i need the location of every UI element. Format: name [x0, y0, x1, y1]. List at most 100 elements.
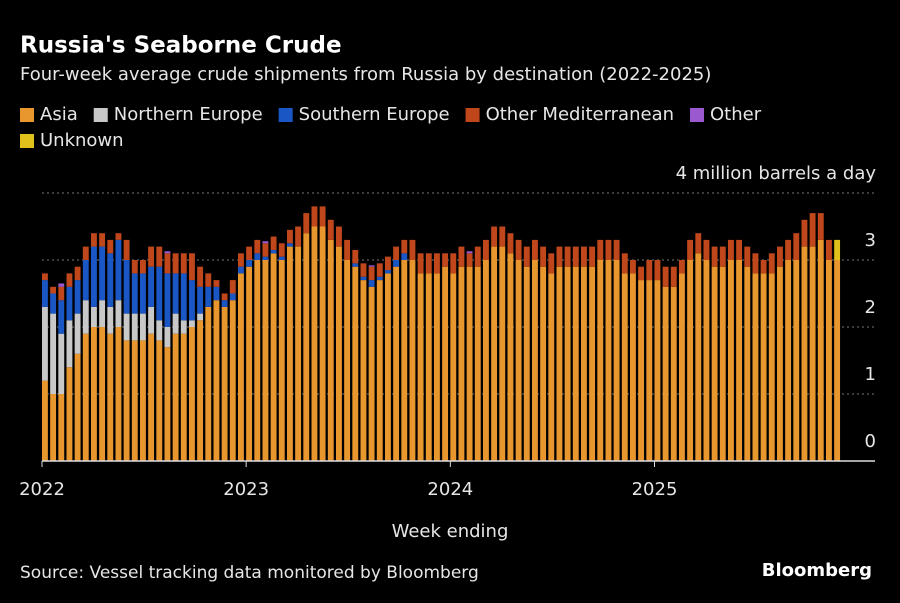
legend-swatch	[20, 134, 34, 148]
bar-segment	[385, 273, 391, 461]
bar-segment	[148, 306, 155, 334]
y-tick-label: 0	[865, 431, 876, 452]
bar-segment	[74, 266, 81, 281]
bar-segment	[409, 239, 416, 260]
bar-segment	[74, 353, 81, 461]
bar-segment	[760, 260, 767, 274]
bar-segment	[687, 239, 694, 260]
bar-segment	[221, 300, 228, 307]
bar-segment	[66, 320, 73, 368]
bar-segment	[164, 251, 171, 254]
bar-segment	[344, 260, 351, 461]
bar-segment	[270, 253, 277, 461]
bar-segment	[466, 266, 473, 461]
bar-segment	[172, 253, 179, 274]
bar-segment	[809, 246, 816, 461]
bar-segment	[140, 313, 146, 341]
bar-segment	[744, 266, 751, 461]
bar-segment	[311, 226, 318, 461]
bar-segment	[229, 293, 236, 301]
source: Source: Vessel tracking data monitored b…	[20, 563, 479, 583]
bar-segment	[613, 260, 620, 461]
bar-segment	[532, 260, 538, 461]
bar-segment	[523, 266, 530, 461]
bar-segment	[107, 306, 114, 334]
bar-segment	[711, 246, 718, 267]
bar-segment	[458, 246, 465, 267]
bar-segment	[189, 327, 195, 461]
bar-segment	[499, 246, 506, 461]
bar-segment	[91, 306, 97, 327]
bar-segment	[66, 286, 73, 321]
legend-swatch	[690, 108, 705, 122]
bar-segment	[58, 333, 65, 394]
bar-segment	[597, 260, 604, 461]
bar-segment	[262, 256, 269, 260]
x-tick-label: 2023	[223, 479, 269, 500]
bar-segment	[670, 286, 677, 461]
bar-segment	[777, 246, 783, 267]
bar-segment	[262, 241, 269, 244]
bar-segment	[442, 253, 449, 267]
bar-segment	[205, 306, 212, 461]
bar-segment	[401, 253, 408, 260]
bar-segment	[572, 266, 579, 461]
bar-segment	[50, 394, 57, 461]
bar-segment	[229, 300, 236, 461]
bar-segment	[172, 313, 179, 334]
bar-segment	[238, 253, 244, 267]
bar-segment	[556, 266, 563, 461]
bar-segment	[744, 246, 751, 267]
bar-segment	[99, 246, 106, 301]
legend-label: Other Mediterranean	[486, 104, 674, 125]
bar-segment	[213, 280, 220, 287]
bar-segment	[131, 313, 138, 341]
bar-segment	[99, 300, 106, 327]
bar-segment	[352, 266, 359, 461]
bar-segment	[597, 239, 604, 260]
bar-segment	[156, 246, 163, 267]
bar-segment	[246, 266, 253, 461]
bar-segment	[752, 273, 759, 461]
bar-segment	[515, 239, 522, 260]
bar-segment	[254, 253, 261, 260]
bar-segment	[515, 260, 522, 461]
bar-segment	[450, 273, 457, 461]
bar-segment	[303, 213, 310, 234]
bar-segment	[311, 206, 318, 227]
bar-segment	[50, 313, 57, 394]
bar-segment	[393, 260, 400, 267]
bar-segment	[221, 293, 228, 301]
bar-segment	[74, 280, 81, 314]
bar-segment	[703, 260, 710, 461]
bar-segment	[532, 239, 538, 260]
bar-segment	[507, 233, 514, 254]
bar-segment	[728, 260, 734, 461]
bar-segment	[246, 260, 253, 267]
bar-segment	[58, 286, 65, 301]
bar-segment	[409, 260, 416, 461]
bar-segment	[458, 266, 465, 461]
bar-segment	[605, 260, 612, 461]
bar-segment	[148, 246, 155, 267]
bar-segment	[213, 300, 220, 461]
bar-segment	[540, 266, 547, 461]
bar-segment	[834, 260, 841, 461]
legend-label: Asia	[40, 104, 78, 125]
bar-segment	[385, 270, 391, 274]
bar-segment	[491, 246, 498, 461]
bar-segment	[703, 239, 710, 260]
bar-segment	[189, 320, 195, 327]
bar-segment	[368, 286, 375, 461]
bar-segment	[662, 286, 669, 461]
bar-segment	[262, 243, 269, 257]
bar-segment	[148, 333, 155, 461]
bar-segment	[785, 239, 792, 260]
bar-segment	[131, 340, 138, 461]
bar-segment	[238, 273, 244, 461]
bar-segment	[425, 273, 432, 461]
bar-segment	[434, 253, 440, 274]
y-tick-label: 3	[865, 230, 876, 251]
bar-segment	[654, 280, 661, 461]
chart-title: Russia's Seaborne Crude	[20, 33, 342, 59]
